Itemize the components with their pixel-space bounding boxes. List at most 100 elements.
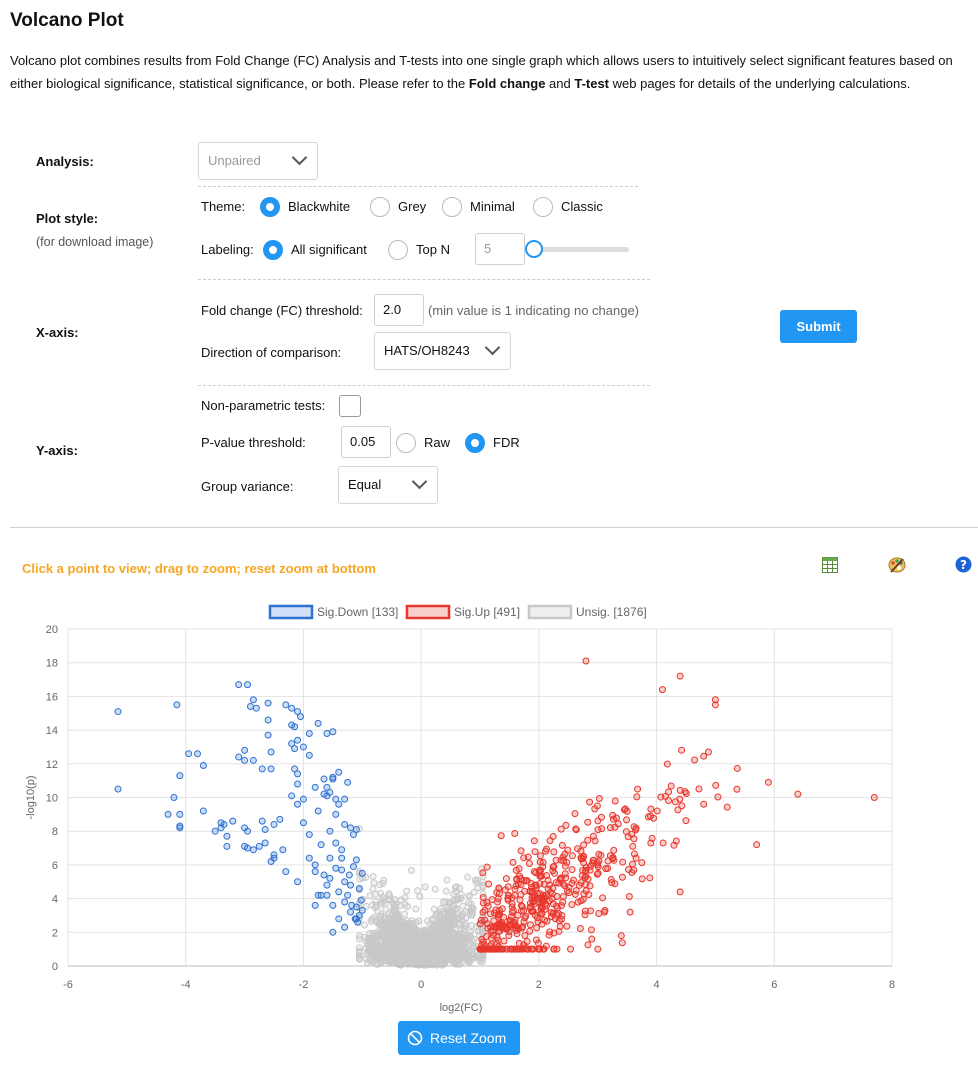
sig-up-point[interactable] (544, 876, 552, 884)
sig-down-point[interactable] (332, 810, 340, 818)
sig-down-point[interactable] (294, 800, 302, 808)
sig-down-point[interactable] (229, 817, 237, 825)
sig-up-point[interactable] (520, 854, 528, 862)
theme-radio-minimal[interactable] (442, 197, 462, 217)
unsig-point[interactable] (421, 935, 429, 943)
sig-down-point[interactable] (352, 826, 360, 834)
sig-up-series[interactable] (476, 657, 878, 953)
sig-up-point[interactable] (633, 793, 641, 801)
sig-down-point[interactable] (320, 871, 328, 879)
unsig-point[interactable] (452, 926, 460, 934)
sig-down-point[interactable] (276, 815, 284, 823)
sig-up-point[interactable] (695, 785, 703, 793)
unsig-point[interactable] (464, 873, 472, 881)
sig-up-point[interactable] (574, 898, 582, 906)
sig-down-point[interactable] (326, 854, 334, 862)
sig-down-point[interactable] (305, 854, 313, 862)
sig-up-point[interactable] (568, 879, 576, 887)
legend-swatch[interactable] (527, 604, 573, 620)
sig-down-point[interactable] (323, 881, 331, 889)
theme-radio-classic[interactable] (533, 197, 553, 217)
sig-down-point[interactable] (223, 832, 231, 840)
sig-up-point[interactable] (626, 908, 634, 916)
sig-down-point[interactable] (323, 891, 331, 899)
sig-down-point[interactable] (282, 701, 290, 709)
sig-up-point[interactable] (625, 892, 633, 900)
sig-up-point[interactable] (617, 932, 625, 940)
theme-radio-grey[interactable] (370, 197, 390, 217)
sig-down-point[interactable] (294, 736, 302, 744)
unsig-point[interactable] (458, 952, 466, 960)
sig-up-point[interactable] (659, 839, 667, 847)
sig-down-point[interactable] (288, 792, 296, 800)
sig-up-point[interactable] (619, 858, 627, 866)
sig-up-point[interactable] (678, 746, 686, 754)
sig-up-point[interactable] (595, 795, 603, 803)
sig-down-point[interactable] (335, 768, 343, 776)
unsig-point[interactable] (424, 945, 432, 953)
unsig-point[interactable] (459, 902, 467, 910)
sig-up-point[interactable] (604, 864, 612, 872)
sig-up-point[interactable] (595, 857, 603, 865)
sig-down-point[interactable] (311, 901, 319, 909)
sig-down-point[interactable] (344, 778, 352, 786)
unsig-point[interactable] (471, 876, 479, 884)
sig-down-point[interactable] (176, 772, 184, 780)
sig-up-point[interactable] (530, 837, 538, 845)
sig-up-point[interactable] (691, 756, 699, 764)
sig-up-point[interactable] (794, 790, 802, 798)
unsig-point[interactable] (418, 942, 426, 950)
sig-up-point[interactable] (532, 936, 540, 944)
sig-down-point[interactable] (349, 863, 357, 871)
sig-up-point[interactable] (723, 803, 731, 811)
sig-up-point[interactable] (516, 896, 524, 904)
sig-up-point[interactable] (538, 899, 546, 907)
sig-up-point[interactable] (647, 805, 655, 813)
sig-up-point[interactable] (610, 856, 618, 864)
sig-up-point[interactable] (479, 893, 487, 901)
unsig-series[interactable] (355, 825, 487, 969)
sig-down-point[interactable] (317, 891, 325, 899)
sig-up-point[interactable] (584, 836, 592, 844)
sig-down-point[interactable] (326, 874, 334, 882)
sig-down-point[interactable] (311, 861, 319, 869)
sig-up-point[interactable] (496, 910, 504, 918)
sig-up-point[interactable] (700, 752, 708, 760)
sig-up-point[interactable] (653, 807, 661, 815)
sig-down-point[interactable] (305, 729, 313, 737)
sig-down-point[interactable] (164, 810, 172, 818)
sig-up-point[interactable] (585, 891, 593, 899)
sig-up-point[interactable] (500, 937, 508, 945)
sig-up-point[interactable] (553, 904, 561, 912)
sig-up-point[interactable] (712, 781, 720, 789)
unsig-point[interactable] (369, 885, 377, 893)
unsig-point[interactable] (382, 923, 390, 931)
sig-down-point[interactable] (349, 831, 357, 839)
unsig-point[interactable] (468, 911, 476, 919)
theme-radio-blackwhite[interactable] (260, 197, 280, 217)
sig-up-point[interactable] (648, 834, 656, 842)
sig-up-point[interactable] (618, 939, 626, 947)
unsig-point[interactable] (465, 898, 473, 906)
topn-slider-track[interactable] (535, 247, 629, 252)
sig-up-point[interactable] (711, 696, 719, 704)
unsig-point[interactable] (382, 905, 390, 913)
sig-up-point[interactable] (542, 847, 550, 855)
sig-up-point[interactable] (630, 850, 638, 858)
fc-threshold-input[interactable]: 2.0 (374, 294, 424, 326)
sig-up-point[interactable] (561, 862, 569, 870)
labeling-radio-all[interactable] (263, 240, 283, 260)
unsig-point[interactable] (436, 914, 444, 922)
sig-up-point[interactable] (629, 860, 637, 868)
unsig-point[interactable] (407, 866, 415, 874)
sig-down-point[interactable] (294, 770, 302, 778)
unsig-point[interactable] (401, 894, 409, 902)
sig-up-point[interactable] (550, 869, 558, 877)
pvalue-radio-raw[interactable] (396, 433, 416, 453)
sig-up-point[interactable] (608, 879, 616, 887)
sig-down-point[interactable] (332, 839, 340, 847)
unsig-point[interactable] (380, 945, 388, 953)
unsig-point[interactable] (388, 945, 396, 953)
topn-slider-handle[interactable] (525, 240, 543, 258)
sig-up-point[interactable] (672, 837, 680, 845)
